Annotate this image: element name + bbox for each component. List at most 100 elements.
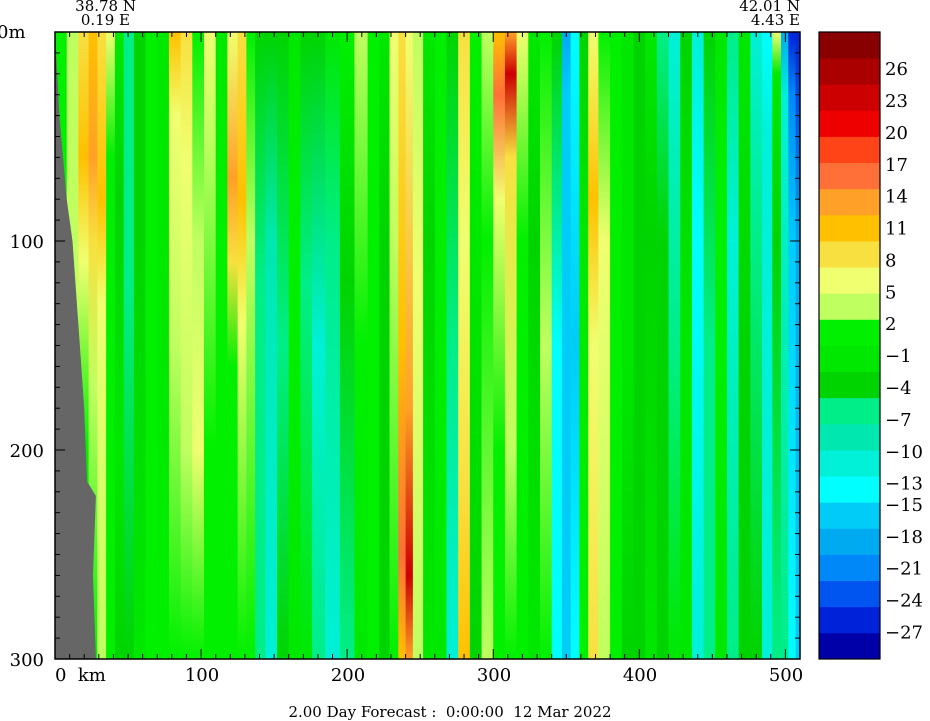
axis-ticks [54, 31, 801, 660]
y-tick-label-300: 300 [10, 650, 44, 671]
field-column [180, 32, 193, 659]
colorbar [819, 32, 880, 660]
field-column [781, 32, 789, 659]
field-column [539, 32, 553, 659]
colorbar-label: −24 [885, 591, 923, 612]
colorbar-band [819, 554, 880, 582]
field-column [215, 32, 228, 659]
colorbar-band [819, 110, 880, 137]
field-column [434, 32, 448, 659]
colorbar-label: 8 [885, 251, 896, 272]
field-column [354, 32, 369, 659]
colorbar-label: −15 [885, 495, 923, 516]
colorbar-label: 14 [885, 187, 908, 208]
field-column [88, 32, 98, 659]
field-column [691, 32, 705, 659]
field-column [551, 32, 563, 659]
colorbar-label: −21 [885, 559, 923, 580]
field-column [265, 32, 278, 659]
x-tick-label-500: 500 [769, 665, 803, 686]
colorbar-band [819, 476, 880, 503]
field-column [145, 32, 158, 659]
field-column [598, 32, 611, 659]
field-column [516, 32, 529, 659]
x-tick-label-300: 300 [477, 665, 511, 686]
colorbar-band [819, 241, 880, 268]
end-lon-label: 4.43 E [751, 11, 800, 29]
field-column [788, 32, 797, 659]
end-lat-label: 42.01 N [739, 0, 800, 15]
field-column [528, 32, 541, 659]
field-column [277, 32, 290, 659]
field-column [458, 32, 471, 659]
colorbar-band [819, 162, 880, 190]
colorbar-band [819, 450, 880, 477]
field-column [680, 32, 693, 659]
field-column [726, 32, 740, 659]
colorbar-band [819, 606, 880, 634]
x-tick-label-0: 0 km [55, 665, 106, 686]
field-column [469, 32, 483, 659]
y-tick-label-200: 200 [10, 441, 44, 462]
field-column [446, 32, 459, 659]
field-column [504, 32, 518, 659]
colorbar-band [819, 32, 880, 59]
field-column [192, 32, 205, 659]
field-column [656, 32, 670, 659]
field-column [157, 32, 170, 659]
field-column [133, 32, 147, 659]
field-column [610, 32, 623, 659]
field-column [405, 32, 414, 659]
colorbar-band [819, 58, 880, 85]
field-column [389, 32, 399, 659]
bottom-topography [55, 32, 96, 659]
field-column [423, 32, 436, 659]
colorbar-band [819, 136, 880, 164]
colorbar-band [819, 345, 880, 373]
colorbar-label: −27 [885, 622, 923, 643]
x-tick-label-100: 100 [185, 665, 219, 686]
colorbar-band [819, 632, 880, 660]
field-column [561, 32, 572, 659]
forecast-footer: 2.00 Day Forecast : 0:00:00 12 Mar 2022 [288, 703, 611, 721]
colorbar-frame [818, 31, 881, 660]
colorbar-band [819, 397, 880, 425]
field-column [168, 32, 182, 659]
field-column [106, 32, 116, 659]
colorbar-band [819, 293, 880, 320]
field-column [339, 32, 356, 659]
colorbar-label: 5 [885, 282, 896, 303]
colorbar-label: −13 [885, 474, 923, 495]
field-column [255, 32, 266, 659]
colorbar-label: −7 [885, 410, 912, 431]
field-column [762, 32, 773, 659]
start-lon-label: 0.19 E [81, 11, 130, 29]
field-column [772, 32, 782, 659]
field-column [379, 32, 391, 659]
y-tick-label-100: 100 [10, 232, 44, 253]
field-column [588, 32, 600, 659]
field-column [703, 32, 716, 659]
x-tick-label-200: 200 [331, 665, 365, 686]
field-column [78, 32, 90, 659]
y-tick-label-0: 0m [0, 22, 26, 43]
colorbar-labels: 26 23 20 17 14 11 8 5 2 −1 −4 −7 −10 −13−15 −18 −21 −24 −… [885, 59, 923, 643]
field-column [398, 32, 407, 659]
colorbar-label: −1 [885, 346, 912, 367]
colorbar-band [819, 528, 880, 555]
field-column [288, 32, 302, 659]
colorbar-band [819, 371, 880, 399]
colorbar-band [819, 319, 880, 346]
colorbar-band [819, 502, 880, 529]
field-column [246, 32, 256, 659]
colorbar-band [819, 423, 880, 451]
field-column [114, 32, 125, 659]
start-lat-label: 38.78 N [75, 0, 136, 15]
field-column [300, 32, 313, 659]
colorbar-band [819, 267, 880, 294]
colorbar-band [819, 188, 880, 216]
colorbar-label: −4 [885, 378, 912, 399]
colorbar-label: 26 [885, 59, 908, 80]
field-column [227, 32, 239, 659]
